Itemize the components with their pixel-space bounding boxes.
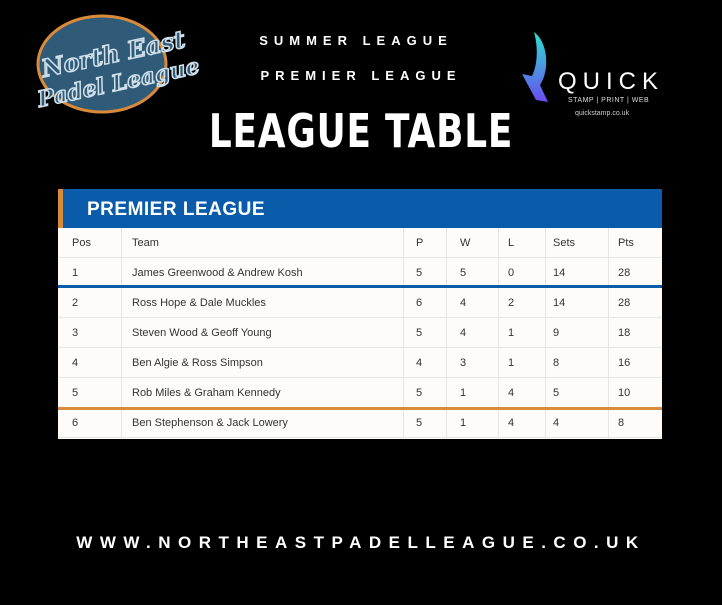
col-team: Team [132,237,159,249]
cell-sets: 14 [553,267,566,279]
cell-played: 4 [416,357,423,369]
cell-pos: 4 [72,357,79,369]
col-won: W [460,237,471,249]
quick-q-icon [522,32,548,102]
table-title: PREMIER LEAGUE [87,199,266,220]
cell-played: 5 [416,387,423,399]
cell-lost: 2 [508,297,515,309]
summer-league-label: SUMMER LEAGUE [259,33,453,48]
cell-lost: 4 [508,387,515,399]
cell-won: 1 [460,417,467,429]
cell-lost: 0 [508,267,515,279]
col-lost: L [508,237,515,249]
cell-team: Ben Stephenson & Jack Lowery [132,417,288,429]
cell-points: 16 [618,357,631,369]
cell-won: 3 [460,357,467,369]
cell-sets: 4 [553,417,560,429]
cell-points: 28 [618,267,631,279]
cell-lost: 1 [508,327,515,339]
cell-team: Ben Algie & Ross Simpson [132,357,263,369]
north-east-padel-league-logo: North East Padel League [34,14,203,114]
cell-points: 10 [618,387,631,399]
quickstamp-logo: QUICK STAMP | PRINT | WEB quickstamp.co.… [518,30,668,125]
cell-sets: 14 [553,297,566,309]
col-points: Pts [618,237,634,249]
cell-played: 5 [416,267,423,279]
cell-pos: 5 [72,387,79,399]
cell-won: 4 [460,297,467,309]
website-url: WWW.NORTHEASTPADELLEAGUE.CO.UK [76,533,646,552]
table-row: 3 Steven Wood & Geoff Young 5 4 1 9 18 [58,318,662,348]
promotion-line [58,285,662,288]
cell-pos: 1 [72,267,79,279]
cell-lost: 4 [508,417,515,429]
table-row: 2 Ross Hope & Dale Muckles 6 4 2 14 28 [58,288,662,318]
cell-sets: 5 [553,387,560,399]
cell-pos: 3 [72,327,79,339]
cell-won: 4 [460,327,467,339]
cell-team: Ross Hope & Dale Muckles [132,297,266,309]
cell-team: James Greenwood & Andrew Kosh [132,267,303,279]
quick-wordmark: QUICK [558,68,665,95]
cell-played: 6 [416,297,423,309]
cell-sets: 9 [553,327,560,339]
cell-points: 18 [618,327,631,339]
cell-team: Rob Miles & Graham Kennedy [132,387,281,399]
col-sets: Sets [553,237,576,249]
table-header-row: Pos Team P W L Sets Pts [58,228,662,258]
quick-url: quickstamp.co.uk [575,110,630,117]
cell-played: 5 [416,417,423,429]
cell-lost: 1 [508,357,515,369]
table-row: 1 James Greenwood & Andrew Kosh 5 5 0 14 28 [58,258,662,288]
cell-points: 8 [618,417,625,429]
col-played: P [416,237,424,249]
relegation-line [58,407,662,410]
cell-pos: 2 [72,297,79,309]
cell-played: 5 [416,327,423,339]
cell-points: 28 [618,297,631,309]
table-row: 4 Ben Algie & Ross Simpson 4 3 1 8 16 [58,348,662,378]
col-pos: Pos [72,237,91,249]
page-title: LEAGUE TABLE [208,104,514,158]
table-row: 6 Ben Stephenson & Jack Lowery 5 1 4 4 8 [58,408,662,438]
table-row: 5 Rob Miles & Graham Kennedy 5 1 4 5 10 [58,378,662,408]
cell-team: Steven Wood & Geoff Young [132,327,272,339]
cell-won: 1 [460,387,467,399]
cell-won: 5 [460,267,467,279]
league-table: PREMIER LEAGUE Pos Team P W L Sets Pts 1… [58,189,662,439]
premier-league-label: PREMIER LEAGUE [260,68,462,83]
table-title-bar: PREMIER LEAGUE [58,189,662,228]
cell-pos: 6 [72,417,79,429]
cell-sets: 8 [553,357,560,369]
quick-tagline: STAMP | PRINT | WEB [568,97,650,104]
